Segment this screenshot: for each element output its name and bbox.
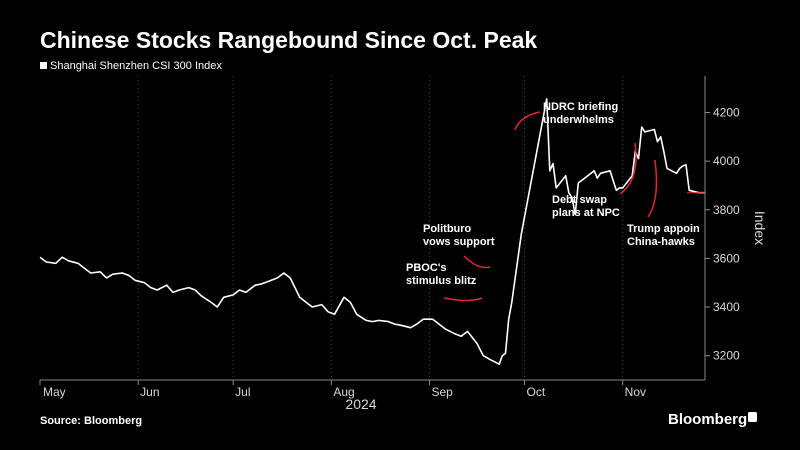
annotation-leader-5 <box>647 159 658 218</box>
annotation-leader-4 <box>619 142 637 195</box>
annotation-leader-3 <box>514 111 541 131</box>
annotation-text-3: underwhelms <box>543 114 614 126</box>
x-tick-label-oct: Oct <box>527 385 546 399</box>
y-tick-label-3200: 3200 <box>713 349 740 363</box>
chart-title: Chinese Stocks Rangebound Since Oct. Pea… <box>40 27 537 53</box>
y-tick-label-4200: 4200 <box>713 105 740 119</box>
x-tick-label-nov: Nov <box>625 385 646 399</box>
x-year-label: 2024 <box>345 396 376 412</box>
source-note: Source: Bloomberg <box>40 415 142 427</box>
x-tick-label-jul: Jul <box>235 385 250 399</box>
annotation-text-4: plans at NPC <box>552 207 620 219</box>
y-axis-ticks: 3200 3400 3600 3800 4000 4200 <box>705 105 740 363</box>
annotation-leader-1 <box>443 297 483 302</box>
annotation-text-3: NDRC briefing <box>543 101 618 113</box>
x-tick-label-sep: Sep <box>432 385 454 399</box>
annotation-leader-2 <box>463 255 491 269</box>
y-tick-label-4000: 4000 <box>713 154 740 168</box>
bloomberg-mark-icon <box>748 412 757 422</box>
annotation-text-1: PBOC's <box>406 262 447 274</box>
annotation-text-4: Debt swap <box>552 194 607 206</box>
x-tick-label-jun: Jun <box>140 385 159 399</box>
legend-label: Shanghai Shenzhen CSI 300 Index <box>50 60 222 72</box>
y-tick-label-3600: 3600 <box>713 251 740 265</box>
series-layer <box>39 98 705 365</box>
legend-swatch <box>40 62 47 69</box>
y-tick-label-3400: 3400 <box>713 300 740 314</box>
grid-lines <box>137 76 624 380</box>
annotation-text-5: Trump appoin <box>627 223 700 235</box>
x-tick-label-may: May <box>43 385 66 399</box>
annotation-text-5: China-hawks <box>627 236 695 248</box>
annotation-text-2: Politburo <box>423 223 472 235</box>
series-line-csi300 <box>39 98 705 365</box>
x-axis-ticks: May Jun Jul Aug Sep Oct Nov <box>39 380 646 399</box>
y-axis-label: Index <box>752 211 768 245</box>
annotation-text-1: stimulus blitz <box>406 275 477 287</box>
x-tick-label-aug: Aug <box>333 385 354 399</box>
y-tick-label-3800: 3800 <box>713 203 740 217</box>
bloomberg-logo: Bloomberg <box>668 411 747 428</box>
annotation-text-2: vows support <box>423 236 495 248</box>
